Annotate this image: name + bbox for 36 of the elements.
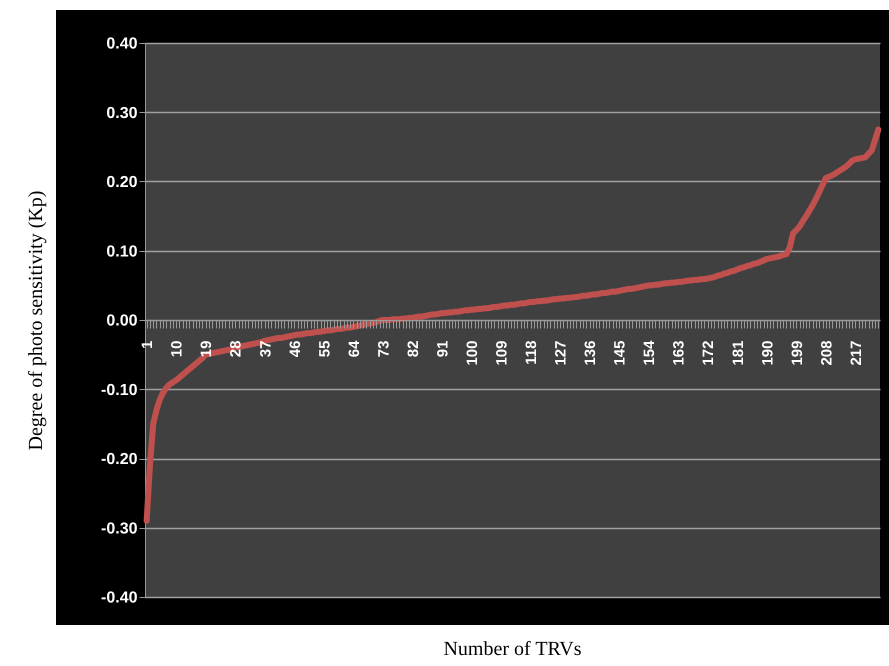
x-tick-label: 19 (198, 340, 216, 358)
x-tick-label: 109 (494, 340, 511, 366)
x-tick-label: 163 (670, 340, 688, 366)
x-tick-label: 82 (404, 340, 422, 358)
y-axis-title: Degree of photo sensitivity (Kp) (25, 190, 48, 450)
x-axis-title: Number of TRVs (442, 638, 583, 661)
x-tick-label: 55 (316, 340, 334, 358)
y-tick-label: 0.00 (106, 312, 138, 330)
x-tick-label: 37 (257, 340, 274, 358)
y-tick-label: -0.40 (101, 590, 138, 606)
x-tick-label: 118 (523, 340, 540, 365)
y-tick-label: 0.10 (106, 243, 138, 260)
x-tick-label: 199 (788, 340, 806, 366)
x-tick-label: 64 (346, 340, 363, 358)
x-tick-label: 1 (139, 340, 156, 349)
y-tick-label: -0.20 (101, 451, 138, 468)
x-tick-label: 217 (848, 340, 865, 366)
y-tick-label: -0.30 (101, 520, 138, 538)
x-tick-label: 145 (612, 340, 629, 366)
x-tick-label: 208 (818, 340, 836, 366)
x-tick-label: 100 (464, 340, 481, 366)
x-tick-label: 172 (700, 340, 718, 366)
x-tick-label: 136 (582, 340, 600, 366)
x-tick-label: 154 (641, 340, 658, 366)
x-tick-label: 91 (434, 340, 452, 358)
x-tick-label: 127 (552, 340, 570, 366)
x-tick-label: 46 (286, 340, 304, 358)
x-tick-label: 73 (375, 340, 392, 358)
x-tick-label: 28 (228, 340, 245, 358)
x-tick-label: 181 (730, 340, 747, 366)
y-tick-label: -0.10 (101, 382, 138, 399)
y-tick-label: 0.20 (106, 174, 138, 191)
x-tick-label: 190 (759, 340, 776, 366)
y-tick-label: 0.40 (106, 36, 138, 52)
x-tick-label: 10 (168, 340, 186, 358)
y-tick-label: 0.30 (106, 104, 138, 122)
